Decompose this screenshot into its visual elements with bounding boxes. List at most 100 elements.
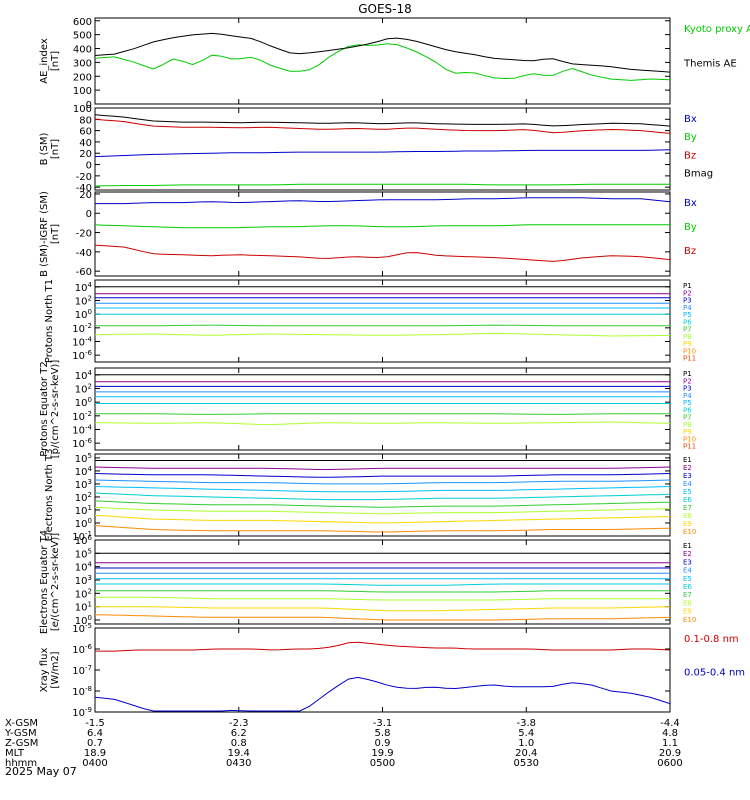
- legend-entry: P3: [683, 385, 692, 393]
- legend-entry: 0.1-0.8 nm: [684, 634, 739, 645]
- y-tick-label: 10-2: [72, 410, 92, 423]
- legend-entry: P3: [683, 297, 692, 305]
- series-line-p8: [94, 421, 671, 426]
- legend-entry: P9: [683, 340, 692, 348]
- legend-entry: P2: [683, 377, 692, 385]
- series-line-p7: [95, 324, 670, 327]
- y-tick-label: 0: [86, 100, 92, 111]
- y-tick-label: 0: [86, 209, 92, 220]
- y-tick-label: 105: [75, 452, 92, 465]
- series-line-e10: [94, 525, 671, 533]
- legend-entry: E6: [683, 583, 692, 591]
- legend-entry: Kyoto proxy AE: [684, 24, 750, 35]
- ephemeris-value: 0600: [657, 758, 682, 769]
- ephemeris-value: -1.5: [85, 718, 105, 729]
- series-line-e2: [94, 466, 671, 470]
- ephemeris-label: hhmm: [5, 758, 37, 769]
- y-tick-label: 10-6: [72, 437, 92, 450]
- ephemeris-value: 0.8: [231, 738, 247, 749]
- y-tick-label: 102: [75, 491, 92, 504]
- legend-entry: E10: [683, 616, 696, 624]
- series-line-e4: [94, 479, 671, 485]
- y-axis-label: B (SM)-IGRF (SM)[nT]: [39, 191, 61, 277]
- legend-entry: P5: [683, 399, 692, 407]
- y-axis-label: Electrons North T3: [44, 448, 55, 541]
- y-tick-label: 400: [73, 45, 92, 56]
- y-tick-label: 300: [73, 58, 92, 69]
- y-tick-label: 100: [73, 104, 92, 115]
- ephemeris-label: Y-GSM: [4, 728, 37, 739]
- series-line-themis-ae: [94, 32, 671, 73]
- y-tick-label: -40: [76, 248, 92, 259]
- y-tick-label: 200: [73, 72, 92, 83]
- ephemeris-value: 18.9: [84, 748, 106, 759]
- y-tick-label: 500: [73, 31, 92, 42]
- series-line-e10: [94, 614, 671, 621]
- ephemeris-value: 0530: [514, 758, 539, 769]
- series-line-bz: [94, 244, 671, 262]
- legend-entry: P4: [683, 392, 692, 400]
- ephemeris-value: -3.8: [516, 718, 536, 729]
- y-tick-label: 101: [75, 601, 92, 614]
- ephemeris-value: 6.2: [231, 728, 247, 739]
- y-tick-label: 60: [79, 127, 92, 138]
- y-tick-label: 104: [75, 281, 93, 294]
- series-line-e7: [95, 590, 670, 593]
- y-tick-label: 100: [75, 517, 92, 530]
- y-axis-label: Protons North T1: [44, 279, 55, 363]
- y-tick-label: 10-7: [72, 664, 92, 677]
- ephemeris-value: 1.0: [518, 738, 534, 749]
- ephemeris-label: Z-GSM: [5, 738, 38, 749]
- y-tick-label: 80: [79, 115, 92, 126]
- legend-entry: E9: [683, 520, 692, 528]
- y-tick-label: 10-4: [72, 336, 92, 349]
- date-label: 2025 May 07: [5, 765, 77, 778]
- legend-entry: P8: [683, 421, 692, 429]
- legend-entry: E8: [683, 512, 692, 520]
- y-tick-label: 10-6: [72, 349, 92, 362]
- legend-entry: Bx: [684, 114, 697, 125]
- y-tick-label: 100: [75, 308, 92, 321]
- ephemeris-value: 5.8: [375, 728, 391, 739]
- panel-frame: [94, 453, 671, 537]
- series-line-e9: [94, 514, 671, 524]
- y-axis-label: Electrons Equator T4[e/(cm^2-s-sr-keV)]: [39, 530, 61, 634]
- legend-entry: Bmag: [684, 169, 713, 180]
- series-line-e8: [94, 506, 671, 515]
- legend-entry: Bz: [684, 246, 696, 257]
- y-tick-label: 102: [75, 587, 92, 600]
- ephemeris-table: X-GSM -1.5 -2.3 -3.1 -3.8 -4.4 Y-GSM 6.4 6.2 5.8 5…: [4, 718, 683, 769]
- legend-entry: 0.05-0.4 nm: [684, 668, 745, 679]
- y-tick-label: 105: [75, 547, 92, 560]
- y-axis-label: Protons Equator T2[p/(cm^2-s-sr-keV)]: [39, 360, 61, 459]
- ephemeris-value: 0400: [82, 758, 107, 769]
- legend-entry: By: [684, 132, 697, 143]
- ephemeris-value: -3.1: [373, 718, 393, 729]
- legend-entry: P9: [683, 428, 692, 436]
- legend-entry: P11: [683, 443, 696, 451]
- ephemeris-value: 1.1: [662, 738, 678, 749]
- legend-entry: E2: [683, 464, 692, 472]
- page-title: GOES-18: [358, 2, 412, 16]
- legend-entry: P5: [683, 311, 692, 319]
- y-axis-label: Xray flux[W/m2]: [39, 648, 61, 693]
- ephemeris-value: 20.4: [515, 748, 537, 759]
- legend-entry: Bz: [684, 150, 696, 161]
- legend-entry: E10: [683, 528, 696, 536]
- ephemeris-label: MLT: [5, 748, 25, 759]
- y-tick-label: 101: [75, 504, 92, 517]
- y-tick-label: 104: [75, 561, 93, 574]
- y-tick-label: 600: [73, 17, 92, 28]
- series-line-0-05-0-4-nm: [94, 676, 671, 712]
- y-tick-label: 10-4: [72, 424, 92, 437]
- legend-entry: Themis AE: [683, 58, 737, 69]
- series-line-0-1-0-8-nm: [95, 641, 671, 652]
- panel-frame: [94, 627, 671, 713]
- legend-entry: E4: [683, 567, 692, 575]
- y-tick-label: 20: [79, 149, 92, 160]
- series-line-p8: [94, 332, 671, 337]
